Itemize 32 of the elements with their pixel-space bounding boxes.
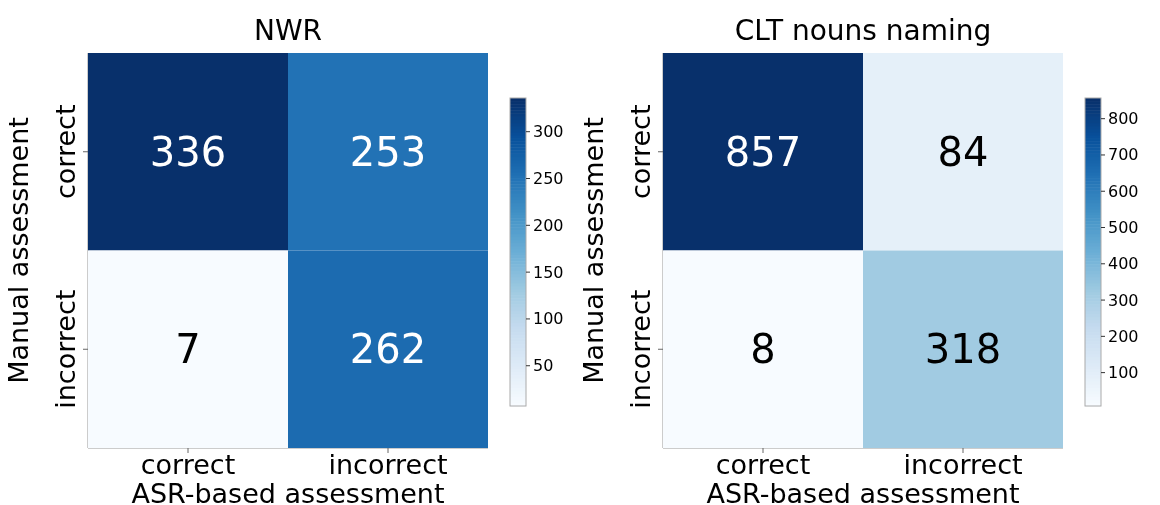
y-axis-title: Manual assessment: [2, 117, 34, 384]
y-axis-title: Manual assessment: [577, 117, 609, 384]
x-axis-title: ASR-based assessment: [706, 478, 1020, 505]
color-bar-label: 800: [1108, 109, 1139, 129]
color-bar-label: 100: [533, 309, 564, 329]
color-bar-label: 150: [533, 262, 564, 282]
chart-title: NWR: [253, 14, 323, 47]
color-bar-label: 100: [1108, 363, 1139, 383]
x-tick-label: correct: [140, 449, 236, 481]
color-bar-label: 600: [1108, 181, 1139, 201]
color-bar-label: 400: [1108, 254, 1139, 274]
x-tick-label: incorrect: [328, 449, 448, 481]
x-axis-title: ASR-based assessment: [131, 478, 445, 505]
color-bar-label: 300: [533, 122, 564, 142]
color-bar-label: 500: [1108, 218, 1139, 238]
x-tick-label: correct: [715, 449, 811, 481]
chart-title: CLT nouns naming: [734, 14, 992, 47]
data-label: 318: [924, 326, 1002, 373]
data-label: 262: [349, 326, 427, 373]
data-label: 7: [175, 326, 201, 373]
color-bar-label: 200: [533, 215, 564, 235]
color-bar-label: 700: [1108, 145, 1139, 165]
color-bar-label: 200: [1108, 326, 1139, 346]
data-label: 253: [349, 128, 427, 175]
color-bar-label: 50: [533, 356, 554, 376]
data-label: 84: [937, 128, 989, 175]
x-tick-label: incorrect: [903, 449, 1023, 481]
color-bar-label: 250: [533, 169, 564, 189]
data-label: 8: [750, 326, 776, 373]
data-label: 857: [724, 128, 802, 175]
data-label: 336: [149, 128, 227, 175]
color-bar-label: 300: [1108, 290, 1139, 310]
